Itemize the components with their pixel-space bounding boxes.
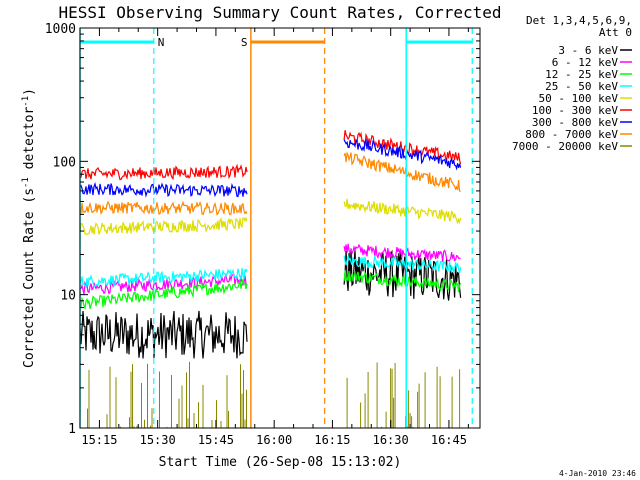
- series-12-25-kev-segment-0: [79, 279, 248, 311]
- series-100-300-kev-segment-0: [79, 163, 248, 181]
- x-axis: 15:15 15:30 15:45 16:00 16:15 16:30 16:45: [79, 28, 469, 447]
- y-axis-label-exponent-2: -1: [21, 96, 31, 107]
- legend-label-300-800-kev: 300 - 800 keV: [532, 116, 618, 129]
- series-100-300-kev-segment-1: [343, 130, 462, 165]
- legend-label-800-7000-kev: 800 - 7000 keV: [525, 128, 618, 141]
- legend-label-3-6-kev: 3 - 6 keV: [558, 44, 618, 57]
- data-layer: [79, 130, 462, 428]
- y-axis-label-mid: detector: [22, 107, 37, 178]
- legend-label-6-12-kev: 6 - 12 keV: [552, 56, 619, 69]
- series-800-7000-kev-segment-1: [343, 151, 461, 193]
- legend-label-50-100-kev: 50 - 100 keV: [539, 92, 619, 105]
- legend-label-100-300-kev: 100 - 300 keV: [532, 104, 618, 117]
- y-tick-label-2: 100: [53, 155, 76, 170]
- x-tick-label-6: 16:45: [431, 433, 467, 447]
- series-800-7000-kev-segment-0: [79, 200, 248, 216]
- y-axis-label-exponent-1: -1: [21, 177, 31, 188]
- series-50-100-kev-segment-1: [343, 198, 462, 225]
- interval-1-label: S: [241, 36, 248, 49]
- y-tick-label-3: 1000: [45, 22, 76, 37]
- series-7000-20000-kev-segment-0: [87, 361, 247, 428]
- series-25-50-kev-segment-0: [79, 268, 248, 289]
- legend-label-25-50-kev: 25 - 50 keV: [545, 80, 618, 93]
- series-25-50-kev-segment-1: [343, 254, 462, 274]
- interval-0-label: N: [158, 36, 165, 49]
- series-300-800-kev-segment-1: [343, 138, 462, 171]
- date-stamp: 4-Jan-2010 23:46: [559, 469, 636, 478]
- x-tick-label-2: 15:45: [198, 433, 234, 447]
- x-tick-label-1: 15:30: [140, 433, 176, 447]
- series-6-12-kev-segment-1: [343, 243, 461, 262]
- y-axis-label: Corrected Count Rate (s-1 detector-1): [21, 88, 37, 368]
- x-tick-label-3: 16:00: [256, 433, 292, 447]
- legend-label-7000-20000-kev: 7000 - 20000 keV: [512, 140, 618, 153]
- x-tick-label-5: 16:30: [373, 433, 409, 447]
- x-axis-label: Start Time (26-Sep-08 15:13:02): [159, 455, 402, 470]
- y-tick-label-0: 1: [68, 422, 76, 437]
- y-axis-label-end: ): [22, 88, 37, 96]
- legend-header-attenuator: Att 0: [599, 26, 632, 39]
- series-300-800-kev-segment-0: [79, 181, 248, 198]
- chart-title: HESSI Observing Summary Count Rates, Cor…: [58, 3, 501, 22]
- series-50-100-kev-segment-0: [79, 216, 248, 235]
- series-6-12-kev-segment-0: [79, 273, 248, 295]
- plot-frame: [79, 27, 481, 429]
- y-axis: 1 10 100 1000: [45, 22, 480, 437]
- series-12-25-kev-segment-1: [343, 270, 462, 293]
- x-tick-label-0: 15:15: [81, 433, 117, 447]
- legend-header-detectors: Det 1,3,4,5,6,9,: [526, 14, 632, 27]
- series-7000-20000-kev-segment-1: [346, 362, 461, 428]
- x-tick-label-4: 16:15: [314, 433, 350, 447]
- legend-label-12-25-kev: 12 - 25 keV: [545, 68, 618, 81]
- y-tick-label-1: 10: [60, 289, 76, 304]
- series-3-6-kev-segment-0: [79, 310, 248, 359]
- y-axis-label-main: Corrected Count Rate (s: [22, 188, 37, 368]
